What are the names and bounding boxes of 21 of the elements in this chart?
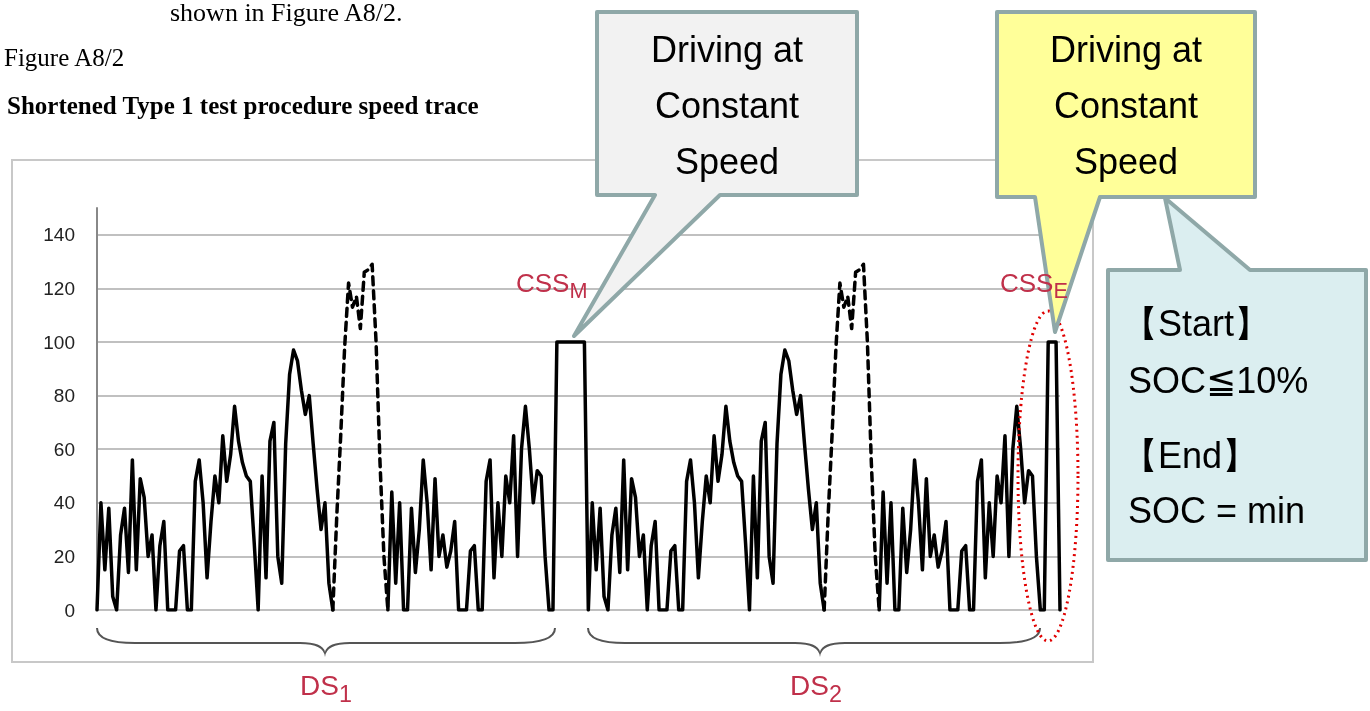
annotation: CSS$_{M}$: [516, 268, 588, 305]
y-tick-label: 100: [43, 331, 75, 353]
text: Driving at Constant Speed: [1048, 28, 1204, 184]
annotation: CSS$_{E}$: [1000, 268, 1068, 305]
y-tick-label: 120: [43, 277, 75, 299]
text: 【End】: [1122, 434, 1259, 478]
text: SOC = min: [1128, 490, 1306, 532]
text: 【Start】: [1122, 302, 1271, 346]
text: Driving at Constant Speed: [649, 28, 805, 184]
y-tick-label: 60: [53, 438, 75, 460]
y-tick-label: 40: [53, 492, 75, 514]
y-tick-label: 80: [53, 385, 75, 407]
text: shown in Figure A8/2.: [170, 0, 403, 28]
text: SOC≦10%: [1128, 360, 1309, 402]
text: DS$_{1}$: [300, 670, 352, 708]
caption: Figure A8/2: [4, 44, 125, 72]
text: DS$_{2}$: [790, 670, 842, 708]
y-tick-label: 20: [53, 545, 75, 567]
y-tick-label: 140: [43, 224, 75, 246]
chart-title: Shortened Type 1 test procedure speed trace: [7, 92, 479, 119]
y-tick-label: 0: [64, 599, 75, 621]
